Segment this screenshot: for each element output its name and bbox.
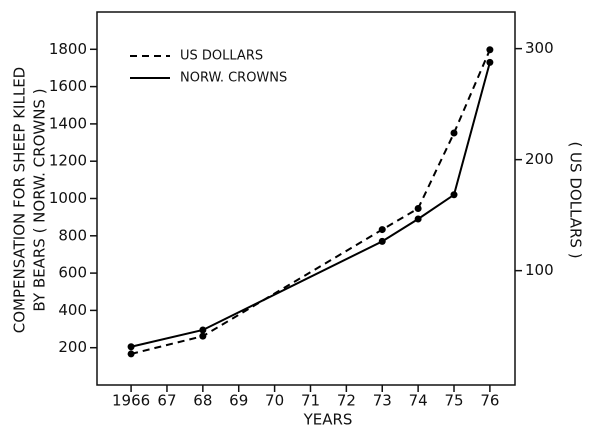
x-tick-label: 70 — [265, 392, 284, 410]
y2-tick-label: 300 — [525, 39, 554, 57]
y-axis-label: BY BEARS ( NORW. CROWNS ) — [31, 88, 49, 311]
data-point — [127, 343, 135, 351]
x-tick-label: 68 — [193, 392, 212, 410]
data-point — [378, 226, 386, 234]
y2-tick-label: 100 — [525, 261, 554, 279]
plot-frame — [96, 11, 516, 386]
y-tick-label: 200 — [58, 338, 87, 356]
y-tick-label: 1200 — [49, 152, 87, 170]
y2-axis-label: ( US DOLLARS ) — [567, 141, 585, 258]
y-tick-label: 1400 — [49, 114, 87, 132]
x-axis-label: YEARS — [303, 411, 353, 429]
series-line — [130, 49, 491, 355]
data-point — [199, 332, 207, 340]
x-tick-label: 75 — [444, 392, 463, 410]
y-tick-label: 1800 — [49, 40, 87, 58]
x-tick-label: 1966 — [112, 392, 150, 410]
x-tick-label: 67 — [157, 392, 176, 410]
x-tick-label: 74 — [409, 392, 428, 410]
data-point — [199, 326, 207, 334]
legend-label: NORW. CROWNS — [180, 71, 287, 86]
x-tick-label: 69 — [229, 392, 248, 410]
x-tick-label: 73 — [373, 392, 392, 410]
data-point — [486, 58, 494, 66]
y-axis-label: COMPENSATION FOR SHEEP KILLED — [11, 67, 29, 333]
data-point — [450, 191, 458, 199]
data-point — [414, 204, 422, 212]
y-tick-label: 400 — [58, 301, 87, 319]
y-tick-label: 800 — [58, 226, 87, 244]
y-tick-label: 600 — [58, 264, 87, 282]
series-line — [130, 62, 491, 348]
y-tick-label: 1600 — [49, 77, 87, 95]
data-point — [414, 215, 422, 223]
data-point — [486, 46, 494, 54]
x-tick-label: 71 — [301, 392, 320, 410]
x-tick-label: 76 — [480, 392, 499, 410]
data-point — [378, 237, 386, 245]
x-tick-label: 72 — [337, 392, 356, 410]
data-point — [450, 129, 458, 137]
data-point — [127, 350, 135, 358]
y-tick-label: 1000 — [49, 189, 87, 207]
legend-label: US DOLLARS — [180, 49, 263, 64]
y2-tick-label: 200 — [525, 150, 554, 168]
